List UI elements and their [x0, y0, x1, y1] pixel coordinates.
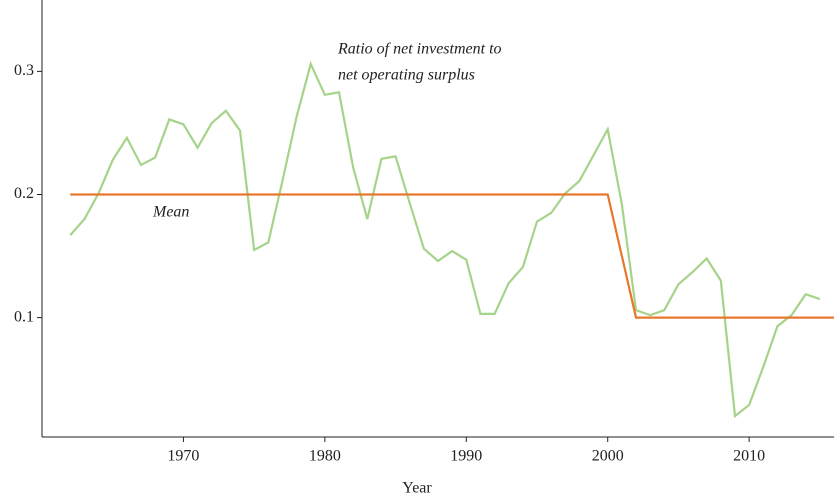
x-tick-label: 1990 [450, 448, 482, 465]
y-tick-label: 0.1 [14, 308, 34, 325]
x-tick-label: 1980 [309, 448, 341, 465]
annotation: Mean [152, 204, 189, 221]
x-tick-label: 1970 [167, 448, 199, 465]
y-tick-label: 0.2 [14, 185, 34, 202]
x-axis-label: Year [402, 480, 432, 497]
x-tick-label: 2010 [733, 448, 765, 465]
x-tick-label: 2000 [592, 448, 624, 465]
y-tick-label: 0.3 [14, 62, 34, 79]
annotation: net operating surplus [338, 67, 475, 84]
annotation: Ratio of net investment to [337, 41, 502, 58]
series-line [69, 60, 821, 419]
series-line [70, 193, 834, 319]
